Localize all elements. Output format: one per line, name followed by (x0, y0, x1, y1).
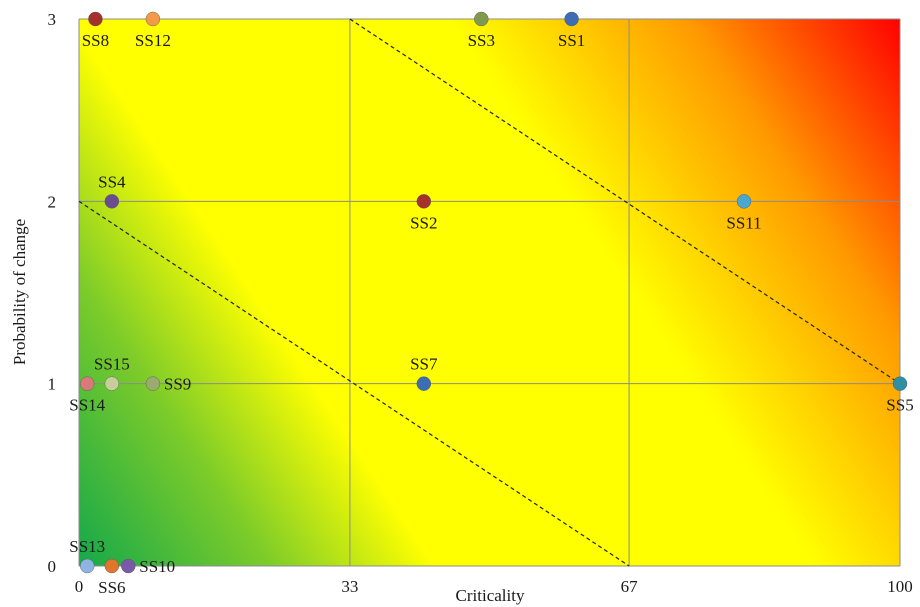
y-axis-label: Probability of change (10, 219, 29, 365)
point-label: SS4 (98, 172, 126, 191)
point-label: SS10 (139, 557, 175, 576)
x-tick-label: 100 (887, 577, 913, 596)
point-label: SS5 (886, 396, 913, 415)
data-point (736, 194, 752, 209)
point-label: SS6 (98, 578, 125, 597)
y-tick-label: 2 (48, 192, 57, 211)
data-point (121, 558, 136, 574)
data-point (145, 11, 161, 27)
data-point (104, 558, 120, 574)
x-axis-label: Criticality (456, 586, 525, 605)
data-point (80, 558, 95, 574)
x-tick-label: 67 (621, 577, 639, 596)
diagonal-line (78, 200, 630, 567)
y-tick-label: 3 (48, 10, 57, 29)
y-tick-label: 1 (48, 375, 57, 394)
data-point (564, 11, 579, 27)
point-label: SS11 (726, 213, 761, 232)
data-point (104, 376, 120, 391)
diagonal-lines (78, 18, 901, 567)
grid-lines (78, 18, 901, 567)
data-point (474, 11, 489, 27)
data-point (145, 376, 161, 391)
tick-labels: 0 33 67 100 0 1 2 3 (48, 10, 913, 596)
plot-background (79, 19, 900, 566)
point-labels: SS1 SS2 SS3 SS4 SS5 SS6 SS7 SS8 SS9 SS10 SS11 SS12 S… (69, 31, 913, 597)
data-points (80, 11, 908, 574)
point-label: SS1 (558, 31, 585, 50)
data-point (88, 11, 103, 27)
point-label: SS3 (468, 31, 495, 50)
point-label: SS8 (82, 31, 109, 50)
point-label: SS14 (69, 396, 105, 415)
point-label: SS9 (164, 375, 191, 394)
data-point (416, 194, 432, 209)
data-point (416, 376, 432, 391)
x-tick-label: 0 (75, 577, 84, 596)
diagonal-line (349, 18, 901, 385)
point-label: SS13 (69, 537, 105, 556)
point-label: SS12 (135, 31, 171, 50)
point-label: SS15 (94, 355, 130, 374)
x-tick-label: 33 (341, 577, 358, 596)
data-point (104, 194, 120, 209)
point-label: SS7 (410, 355, 438, 374)
y-tick-label: 0 (48, 557, 57, 576)
data-point (892, 376, 908, 391)
data-point (80, 376, 95, 391)
point-label: SS2 (410, 213, 437, 232)
